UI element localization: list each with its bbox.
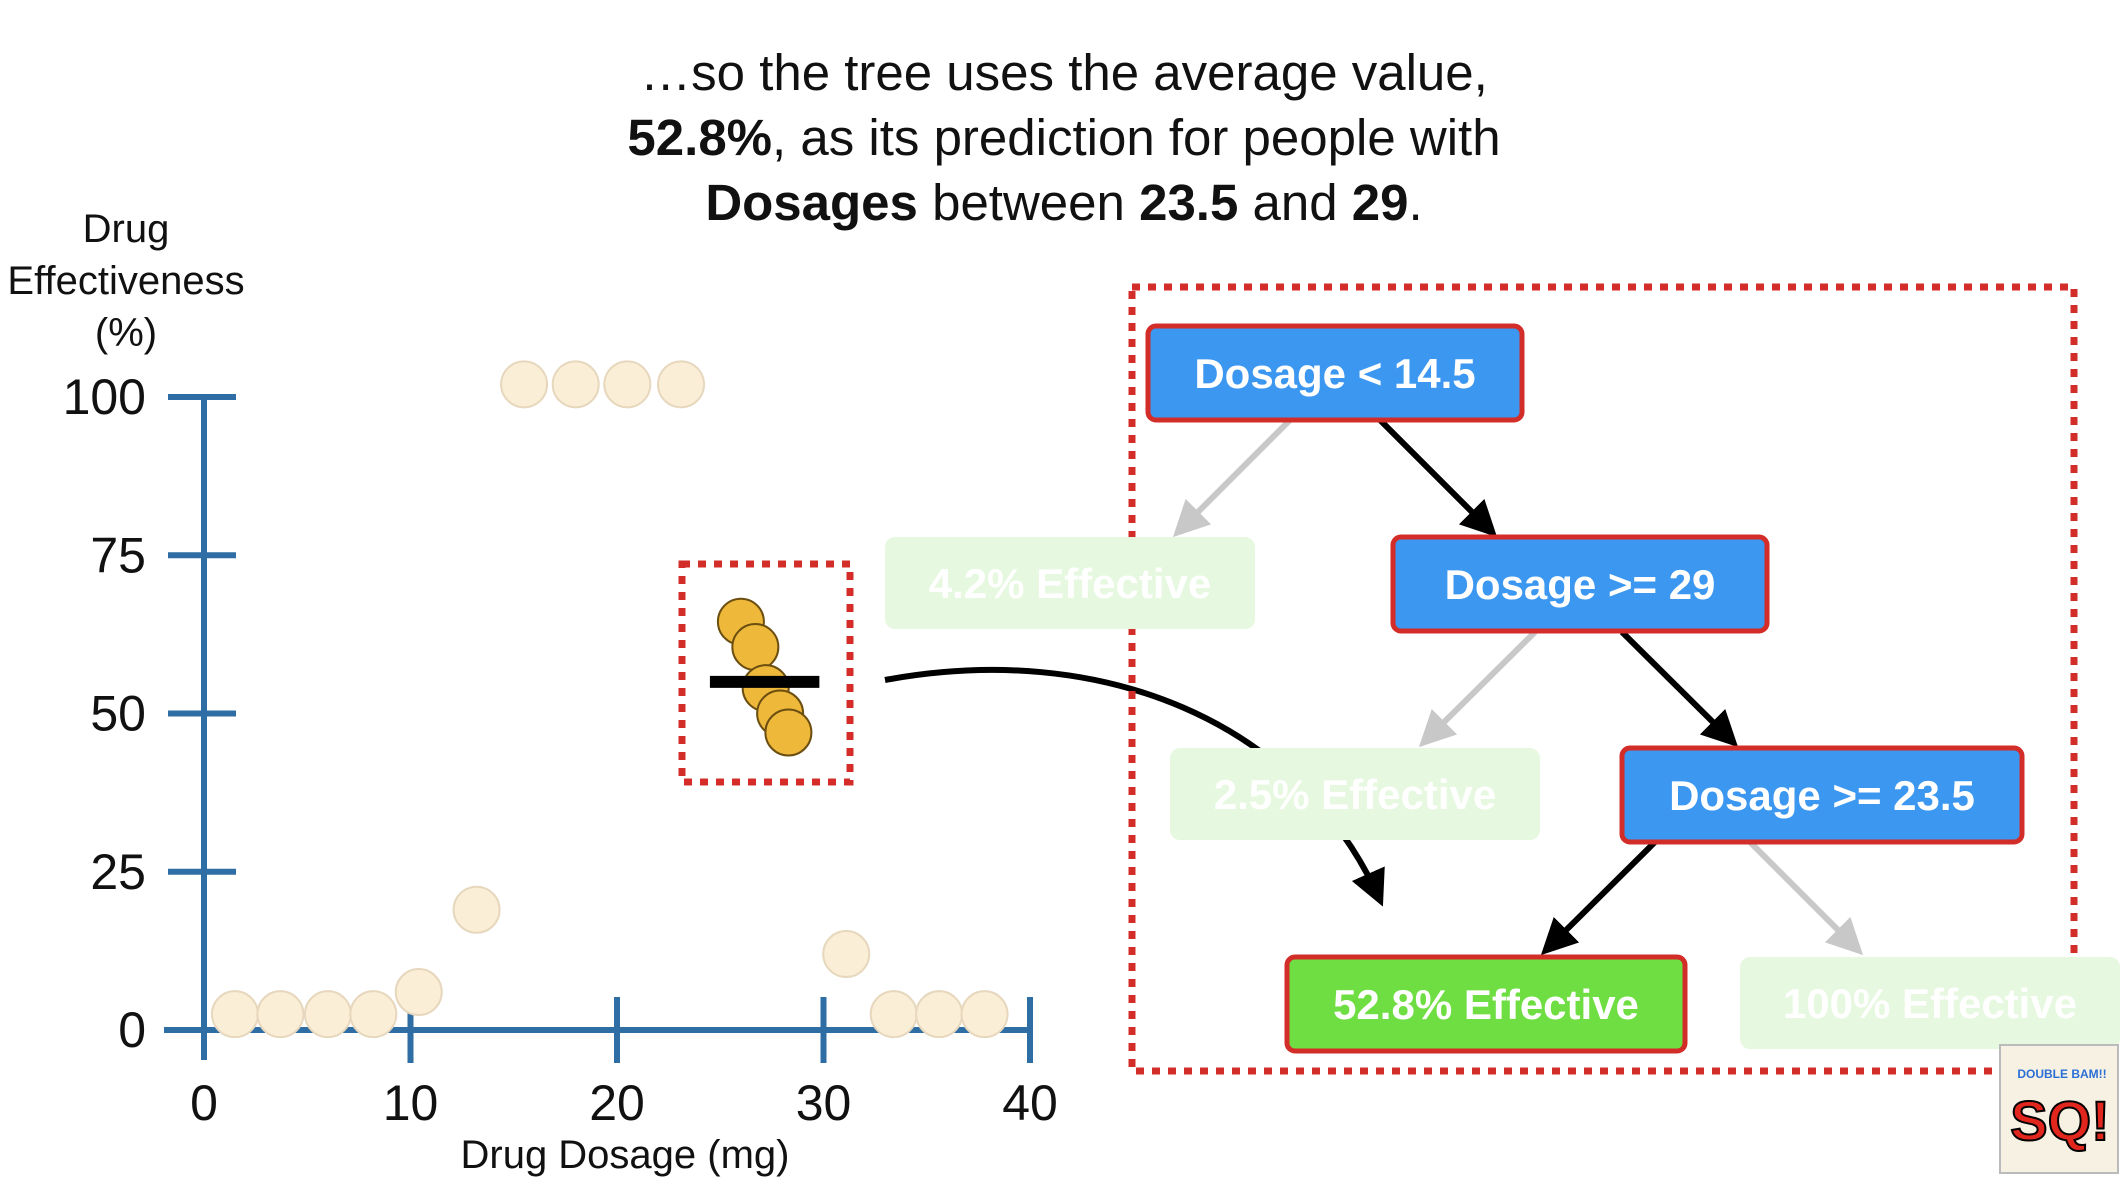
edge-n2-to-leaf2 (1418, 629, 1538, 748)
y-axis-label-line-1: Drug (83, 207, 170, 251)
leaf-52-8-effective: 52.8% Effective (1284, 954, 1688, 1054)
y-axis-label: Drug Effectiveness (%) (7, 207, 244, 355)
edge-n3-to-leaf3 (1540, 839, 1658, 956)
x-axis-label: Drug Dosage (mg) (460, 1133, 789, 1177)
edge-n2-to-n3 (1619, 629, 1739, 748)
leaf-100-effective: 100% Effective (1740, 957, 2120, 1049)
y-ticks: 0 25 50 75 100 (63, 369, 236, 1058)
x-tick-label-10: 10 (383, 1075, 439, 1131)
x-tick-label-40: 40 (1002, 1075, 1058, 1131)
tree-frame (1128, 283, 2078, 1075)
data-point-2 (303, 990, 352, 1039)
svg-text:Dosage >= 23.5: Dosage >= 23.5 (1669, 772, 1975, 819)
node-dosage-ge-23-5: Dosage >= 23.5 (1619, 745, 2025, 845)
x-ticks: 0 10 20 30 40 (190, 997, 1058, 1131)
selected-point-4 (764, 708, 813, 757)
y-axis-label-line-2: Effectiveness (7, 259, 244, 303)
data-point-12 (915, 990, 964, 1039)
data-point-13 (960, 990, 1009, 1039)
data-point-4 (394, 968, 443, 1017)
caption-line-1: …so the tree uses the average value, (640, 44, 1488, 101)
data-point-9 (657, 360, 706, 409)
leaf-4-2-effective: 4.2% Effective (885, 537, 1255, 629)
y-tick-label-50: 50 (90, 686, 146, 742)
caption-line-3: Dosages between 23.5 and 29. (705, 174, 1423, 231)
data-point-5 (452, 885, 501, 934)
x-tick-label-0: 0 (190, 1075, 218, 1131)
data-points (210, 360, 1009, 1039)
svg-text:Dosage < 14.5: Dosage < 14.5 (1194, 350, 1475, 397)
svg-text:Dosage >= 29: Dosage >= 29 (1445, 561, 1716, 608)
data-point-11 (869, 990, 918, 1039)
x-tick-label-20: 20 (589, 1075, 645, 1131)
selected-point-1 (731, 623, 780, 672)
edge-root-to-n2 (1377, 417, 1498, 538)
data-point-6 (500, 360, 549, 409)
edge-root-to-leaf1 (1172, 417, 1293, 538)
data-point-1 (256, 990, 305, 1039)
caption: …so the tree uses the average value, 52.… (0, 40, 2128, 235)
node-dosage-ge-29: Dosage >= 29 (1390, 534, 1770, 634)
y-tick-label-0: 0 (118, 1002, 146, 1058)
y-tick-label-25: 25 (90, 844, 146, 900)
data-point-10 (822, 930, 871, 979)
svg-text:2.5% Effective: 2.5% Effective (1214, 771, 1496, 818)
svg-text:100% Effective: 100% Effective (1783, 980, 2077, 1027)
svg-text:52.8% Effective: 52.8% Effective (1333, 981, 1639, 1028)
leaf-2-5-effective: 2.5% Effective (1170, 748, 1540, 840)
x-tick-label-30: 30 (796, 1075, 852, 1131)
selected-points-box (678, 560, 854, 786)
y-tick-label-75: 75 (90, 527, 146, 583)
y-tick-label-100: 100 (63, 369, 146, 425)
data-point-3 (349, 990, 398, 1039)
data-point-0 (210, 990, 259, 1039)
statquest-logo: DOUBLE BAM!! SQ! (1999, 1044, 2119, 1174)
chart-axes (164, 397, 1030, 1060)
logo-big-text: SQ! (2010, 1089, 2110, 1152)
data-point-7 (551, 360, 600, 409)
y-axis-label-line-3: (%) (95, 311, 157, 355)
data-point-8 (603, 360, 652, 409)
edge-n3-to-leaf4 (1747, 839, 1864, 956)
svg-text:4.2% Effective: 4.2% Effective (929, 560, 1211, 607)
logo-small-text: DOUBLE BAM!! (2017, 1067, 2106, 1081)
caption-line-2: 52.8%, as its prediction for people with (627, 109, 1501, 166)
node-dosage-lt-14-5: Dosage < 14.5 (1145, 323, 1525, 423)
